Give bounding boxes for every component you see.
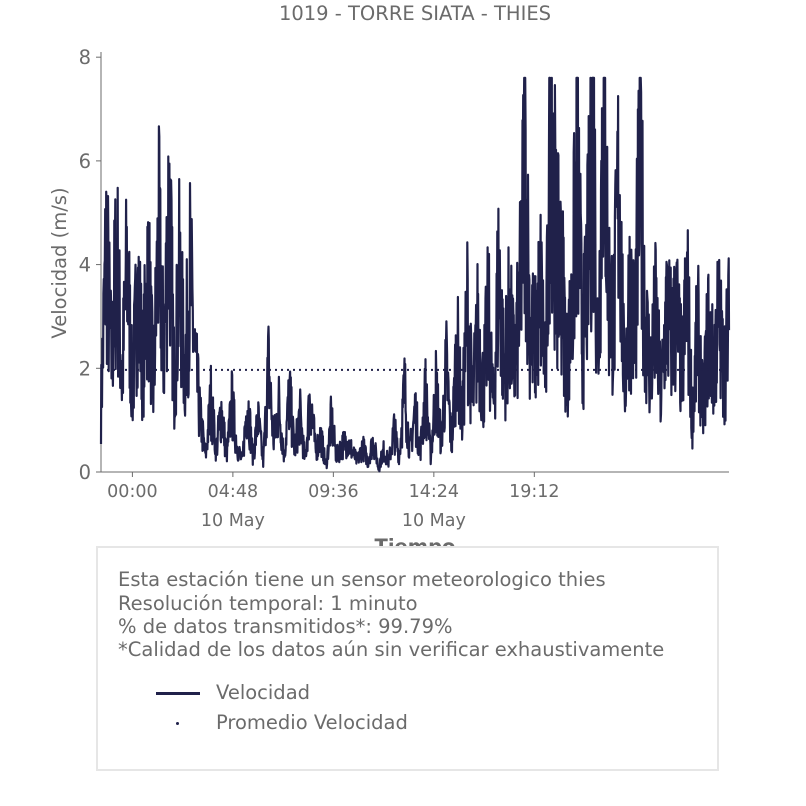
- x-tick-sublabel: 10 May: [402, 511, 466, 531]
- legend-label-velocidad: Velocidad: [216, 681, 311, 704]
- series-line-velocidad: [99, 76, 731, 473]
- legend-dot-swatch: [176, 722, 179, 725]
- info-sensor-text: Esta estación tiene un sensor meteorolog…: [118, 568, 606, 591]
- x-tick-label: 04:48: [208, 482, 258, 502]
- info-resolution-text: Resolución temporal: 1 minuto: [118, 592, 418, 615]
- info-data-percent-text: % de datos transmitidos*: 99.79%: [118, 615, 453, 638]
- info-quality-note: *Calidad de los datos aún sin verificar …: [118, 638, 665, 661]
- info-panel: Esta estación tiene un sensor meteorolog…: [96, 546, 719, 771]
- y-tick-label: 8: [79, 46, 91, 69]
- x-tick-label: 09:36: [308, 482, 358, 502]
- x-tick-sublabel: 10 May: [201, 511, 265, 531]
- y-tick-label: 0: [79, 461, 91, 484]
- plot-area: 0 2 4 6 8 00:00 04:48 10 May 09:36 14:24 10 May 19:…: [79, 46, 731, 531]
- legend-line-swatch: [156, 692, 200, 695]
- y-tick-label: 4: [79, 254, 91, 277]
- chart-title: 1019 - TORRE SIATA - THIES: [279, 2, 551, 25]
- y-tick-label: 6: [79, 150, 91, 173]
- legend-label-promedio: Promedio Velocidad: [216, 711, 408, 734]
- x-tick-label: 00:00: [107, 482, 157, 502]
- y-axis-label: Velocidad (m/s): [48, 187, 71, 338]
- x-tick-label: 19:12: [509, 482, 559, 502]
- x-tick-label: 14:24: [409, 482, 459, 502]
- y-tick-label: 2: [79, 357, 91, 380]
